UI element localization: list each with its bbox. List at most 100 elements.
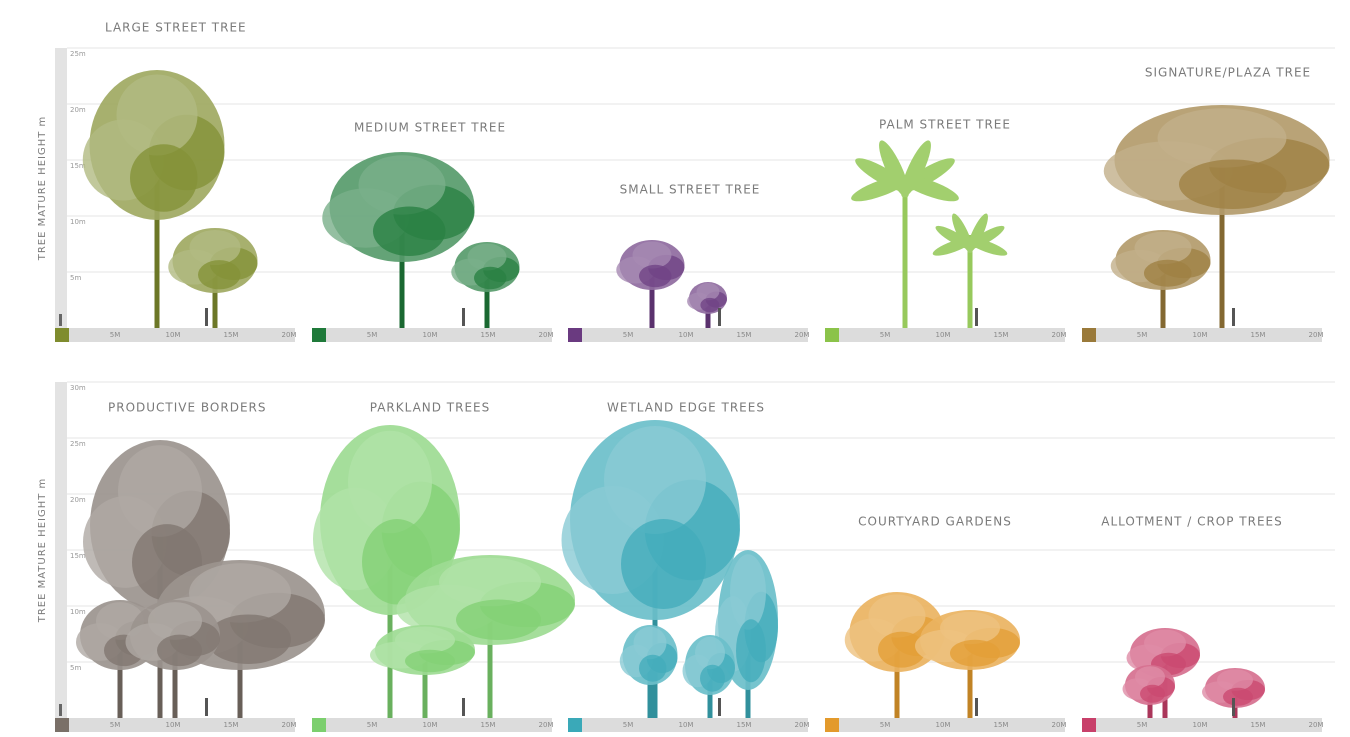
tree-crown-lobe xyxy=(1144,630,1186,657)
tree-crown-lobe xyxy=(198,260,241,289)
panel-title: SMALL STREET TREE xyxy=(620,183,761,197)
scale-label: 10M xyxy=(423,721,438,729)
person-marker xyxy=(462,308,465,326)
scale-label: 15M xyxy=(481,721,496,729)
tick-label: 20m xyxy=(70,496,86,504)
panel-swatch xyxy=(55,328,69,342)
panel-title: SIGNATURE/PLAZA TREE xyxy=(1145,66,1311,80)
scale-label: 10M xyxy=(679,331,694,339)
tree-crown-lobe xyxy=(940,612,1000,644)
tree-crown-lobe xyxy=(1144,260,1192,287)
panel-swatch xyxy=(312,718,326,732)
panel-swatch xyxy=(1082,328,1096,342)
scale-label: 5M xyxy=(623,721,634,729)
tree-crown-lobe xyxy=(634,627,667,659)
scale-label: 15M xyxy=(481,331,496,339)
scale-label: 10M xyxy=(1193,331,1208,339)
tree-crown-lobe xyxy=(604,426,706,534)
panel-title: WETLAND EDGE TREES xyxy=(607,401,765,415)
tree-crown-lobe xyxy=(639,655,667,682)
tree-crown-lobe xyxy=(869,594,926,637)
panel-swatch xyxy=(568,328,582,342)
person-marker xyxy=(462,698,465,716)
tree-crown-lobe xyxy=(474,267,507,290)
tree-crown-lobe xyxy=(190,230,241,265)
tree-crown-lobe xyxy=(395,627,455,654)
panel-title: PARKLAND TREES xyxy=(370,401,491,415)
scale-label: 5M xyxy=(367,721,378,729)
scale-label: 5M xyxy=(1137,721,1148,729)
tick-label: 10m xyxy=(70,218,86,226)
scale-label: 10M xyxy=(423,331,438,339)
person-marker xyxy=(1232,698,1235,716)
person-marker xyxy=(59,704,62,716)
scale-label: 10M xyxy=(936,331,951,339)
tree-crown-lobe xyxy=(1140,685,1165,703)
tree-crown-lobe xyxy=(633,242,672,269)
panel-swatch xyxy=(1082,718,1096,732)
tree-crown-lobe xyxy=(1135,666,1165,688)
person-marker xyxy=(205,308,208,326)
tree-crown-lobe xyxy=(405,650,455,673)
scale-label: 20M xyxy=(1052,721,1067,729)
scale-label: 20M xyxy=(282,331,297,339)
scale-label: 10M xyxy=(1193,721,1208,729)
tree-crown-lobe xyxy=(700,298,719,312)
tree-crown-lobe xyxy=(456,600,541,641)
tree-crown-lobe xyxy=(700,665,725,692)
tree-crown-lobe xyxy=(1217,669,1253,691)
tick-label: 15m xyxy=(70,552,86,560)
tree-crown-lobe xyxy=(697,283,720,300)
height-scale-bar xyxy=(55,382,67,718)
scale-label: 15M xyxy=(1251,721,1266,729)
scale-label: 20M xyxy=(1052,331,1067,339)
scale-label: 20M xyxy=(1309,331,1324,339)
scale-label: 20M xyxy=(539,331,554,339)
tree-crown-lobe xyxy=(730,554,766,630)
height-scale-bar xyxy=(55,48,67,328)
person-marker xyxy=(718,308,721,326)
tick-label: 5m xyxy=(70,274,81,282)
panel-title: MEDIUM STREET TREE xyxy=(354,121,506,135)
scale-label: 20M xyxy=(1309,721,1324,729)
tree-crown-lobe xyxy=(468,244,507,271)
scale-label: 5M xyxy=(880,721,891,729)
tree-crown-lobe xyxy=(1223,688,1253,706)
tree-crown-lobe xyxy=(157,635,202,667)
panel-swatch xyxy=(825,718,839,732)
scale-label: 15M xyxy=(1251,331,1266,339)
scale-label: 5M xyxy=(1137,331,1148,339)
scale-label: 10M xyxy=(679,721,694,729)
diagram: TREE MATURE HEIGHT m25m20m15m10m5m5M10M1… xyxy=(0,0,1350,737)
person-marker xyxy=(1232,308,1235,326)
tick-label: 25m xyxy=(70,50,86,58)
person-marker xyxy=(975,308,978,326)
scale-label: 15M xyxy=(994,331,1009,339)
tick-label: 10m xyxy=(70,608,86,616)
panel-swatch xyxy=(55,718,69,732)
person-marker xyxy=(59,314,62,326)
person-marker xyxy=(975,698,978,716)
person-marker xyxy=(205,698,208,716)
tree-crown-lobe xyxy=(639,265,672,288)
scale-label: 20M xyxy=(795,331,810,339)
tree-crown-lobe xyxy=(348,431,432,534)
tick-label: 25m xyxy=(70,440,86,448)
tick-label: 20m xyxy=(70,106,86,114)
tree-crown-lobe xyxy=(1179,159,1287,209)
scale-label: 10M xyxy=(166,721,181,729)
panel-title: LARGE STREET TREE xyxy=(105,21,247,35)
scale-label: 5M xyxy=(110,331,121,339)
person-marker xyxy=(718,698,721,716)
palm-trunk xyxy=(903,175,908,328)
tree-crown-lobe xyxy=(117,75,198,156)
tree-crown-lobe xyxy=(1135,232,1192,264)
panel-title: COURTYARD GARDENS xyxy=(858,515,1012,529)
scale-label: 20M xyxy=(795,721,810,729)
panel-swatch xyxy=(825,328,839,342)
tree-crown-lobe xyxy=(359,155,446,214)
tree-crown-lobe xyxy=(148,602,202,640)
scale-label: 5M xyxy=(623,331,634,339)
tree-crown-lobe xyxy=(118,445,202,537)
scale-label: 10M xyxy=(166,331,181,339)
